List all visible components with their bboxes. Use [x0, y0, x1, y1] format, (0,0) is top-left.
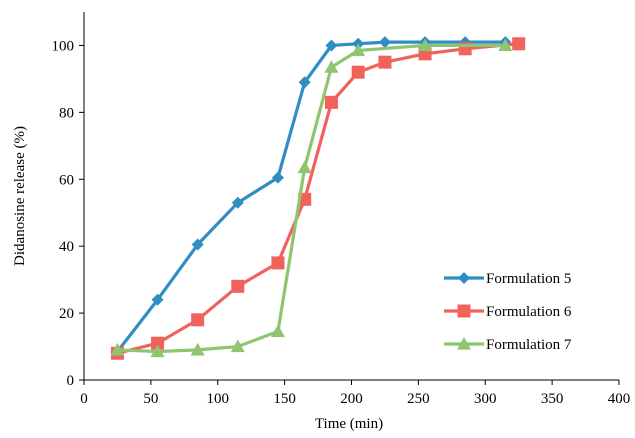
x-tick-label: 300 [474, 391, 497, 407]
data-point [151, 336, 165, 350]
series-line [116, 40, 506, 353]
data-point [324, 95, 338, 109]
x-tick-label: 350 [541, 391, 564, 407]
data-point [191, 313, 205, 327]
y-ticks: 0 20 40 60 80 100 [52, 38, 84, 389]
x-tick-label: 0 [80, 391, 88, 407]
y-tick-label: 80 [59, 105, 74, 121]
data-point [270, 324, 285, 338]
x-tick-label: 50 [143, 391, 158, 407]
data-point [271, 256, 285, 270]
legend-item: Formulation 6 [444, 304, 572, 320]
data-point [230, 339, 245, 353]
y-tick-label: 20 [59, 306, 74, 322]
data-point [351, 43, 366, 57]
axes: 0 50 100 150 200 250 300 350 400 0 20 40 60 80 100 [52, 12, 630, 407]
data-point [351, 65, 365, 79]
legend-item: Formulation 5 [444, 271, 571, 287]
data-point [298, 76, 311, 89]
data-point [231, 279, 245, 293]
data-point [297, 160, 312, 174]
legend-label: Formulation 6 [486, 304, 572, 320]
data-point [498, 38, 513, 52]
data-point [378, 36, 391, 49]
data-point [110, 342, 125, 356]
data-point [151, 293, 164, 306]
data-point [325, 39, 338, 52]
data-point [150, 344, 165, 358]
legend: Formulation 5 Formulation 6 Formulation 7 [444, 271, 572, 353]
x-axis-title: Time (min) [315, 416, 383, 432]
data-point [231, 196, 244, 209]
series-line [117, 42, 519, 355]
series-3 [110, 38, 513, 358]
y-tick-label: 0 [67, 373, 75, 389]
y-tick-label: 60 [59, 172, 74, 188]
data-point [190, 342, 205, 356]
data-point [378, 55, 392, 69]
x-tick-label: 200 [340, 391, 363, 407]
x-tick-label: 400 [608, 391, 631, 407]
y-axis-title: Didanosine release (%) [12, 126, 28, 266]
series-layer [110, 36, 526, 360]
x-tick-label: 100 [207, 391, 230, 407]
legend-item: Formulation 7 [444, 337, 572, 353]
legend-swatch-marker [458, 272, 470, 284]
legend-label: Formulation 7 [486, 337, 572, 353]
legend-swatch-marker [457, 337, 471, 350]
series-1 [111, 36, 512, 358]
y-tick-label: 100 [52, 38, 75, 54]
legend-label: Formulation 5 [486, 271, 571, 287]
x-tick-label: 150 [273, 391, 296, 407]
y-tick-label: 40 [59, 239, 74, 255]
legend-swatch-marker [457, 304, 471, 318]
data-point [418, 38, 433, 52]
data-point [512, 37, 526, 51]
series-line [117, 43, 506, 354]
x-ticks: 0 50 100 150 200 250 300 350 400 [80, 380, 630, 407]
data-point [271, 171, 284, 184]
data-point [324, 60, 339, 73]
data-point [191, 238, 204, 251]
x-tick-label: 250 [407, 391, 430, 407]
